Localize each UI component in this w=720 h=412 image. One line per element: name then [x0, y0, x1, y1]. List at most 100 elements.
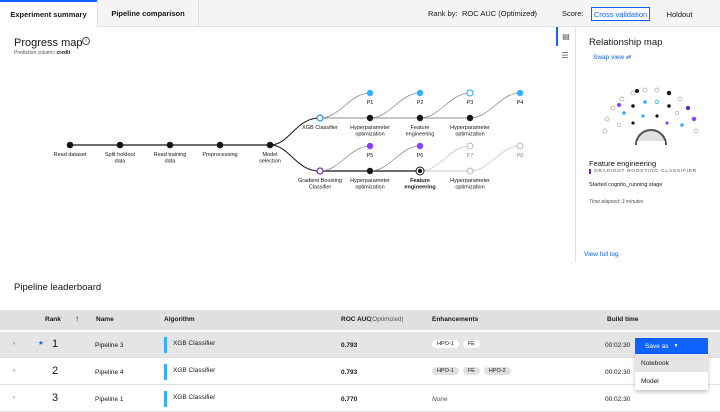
prediction-column-label: Prediction column:: [14, 50, 56, 56]
node-xgb-hpo1: [366, 114, 374, 122]
node-xgb: [316, 114, 324, 122]
step-node-split-holdout: [116, 141, 124, 149]
holdout-button[interactable]: Holdout: [666, 9, 693, 19]
step-label: Model selection: [259, 152, 281, 165]
time-elapsed: Time elapsed: 3 minutes: [589, 199, 644, 205]
row-rank: 3: [52, 392, 59, 404]
node-xgb-fe: [416, 114, 424, 122]
current-algorithm: GRADIENT BOOSTING CLASSIFIER: [589, 169, 697, 174]
pipeline-label: P6: [417, 153, 424, 159]
pipeline-label: P7: [467, 153, 474, 159]
tab-pipeline-comparison[interactable]: Pipeline comparison: [97, 0, 199, 27]
pipeline-label: P3: [467, 100, 474, 106]
stage-label-active: Feature engineering: [404, 178, 435, 191]
pipeline-node-p2: [416, 89, 424, 97]
swap-icon[interactable]: ⇄: [625, 54, 632, 61]
leaderboard-header: Rank ↑ Name Algorithm ROC AUC (Optimized…: [0, 310, 720, 330]
score-label: Score:: [562, 9, 584, 18]
row-name: Pipeline 1: [95, 396, 124, 403]
node-gbc-hpo2: [466, 167, 474, 175]
row-build-time: 00:02:30: [605, 369, 631, 376]
step-label: Split holdout data: [105, 152, 136, 165]
chevron-right-icon[interactable]: ›: [13, 394, 16, 401]
row-rank: 1: [52, 338, 59, 350]
leaderboard-title: Pipeline leaderboard: [14, 282, 102, 293]
stage-label: Feature engineering: [406, 125, 435, 138]
row-name: Pipeline 4: [95, 369, 124, 376]
column-algorithm: Algorithm: [164, 316, 195, 323]
node-xgb-hpo2: [466, 114, 474, 122]
pipeline-node-p6: [416, 142, 424, 150]
table-row[interactable]: › ★ 1 Pipeline 3 XGB Classifier 0.793 HP…: [0, 332, 720, 358]
relationship-map-title: Relationship map: [589, 37, 663, 48]
pipeline-label: P4: [517, 100, 524, 106]
chevron-right-icon[interactable]: ›: [13, 367, 16, 374]
enhancement-tag: HPO-1: [432, 367, 459, 375]
list-view-icon[interactable]: ☰: [561, 51, 569, 60]
save-as-menu: Notebook Model: [635, 354, 708, 390]
info-icon[interactable]: i: [82, 37, 90, 45]
stage-label: Hyperparameter optimization: [450, 125, 490, 138]
caret-down-icon[interactable]: ▼: [673, 343, 679, 349]
row-enhancements: HPO-1 FE HPO-2: [432, 367, 511, 375]
step-label: Read dataset: [54, 152, 87, 158]
relationship-map-panel: Relationship map Swap view ⇄: [575, 27, 720, 262]
prediction-column: Prediction column: credit: [14, 50, 70, 56]
row-algorithm: XGB Classifier: [164, 364, 215, 380]
column-rank[interactable]: Rank: [45, 316, 61, 323]
algorithm-label: Gradient Boosting Classifier: [298, 178, 342, 191]
step-label: Preprocessing: [202, 152, 237, 158]
swap-view-link[interactable]: Swap view ⇄: [593, 53, 631, 61]
pipeline-node-p1: [366, 89, 374, 97]
row-algorithm: XGB Classifier: [164, 391, 215, 407]
save-as-button[interactable]: Save as ▼: [635, 338, 708, 354]
row-enhancements-none: None: [432, 396, 448, 403]
enhancement-tag: HPO-1: [432, 340, 459, 348]
top-bar: Experiment summary Pipeline comparison R…: [0, 0, 720, 27]
progress-map-title: Progress map: [14, 37, 83, 49]
current-stage-title: Feature engineering: [589, 159, 657, 168]
relationship-map-chart: [602, 87, 699, 150]
prediction-column-value: credit: [56, 50, 71, 56]
view-full-log-link[interactable]: View full log: [584, 251, 619, 258]
node-gbc: [316, 167, 324, 175]
stage-status: Started cognito_running stage: [589, 182, 663, 188]
row-build-time: 00:02:30: [605, 396, 631, 403]
stage-label: Hyperparameter optimization: [350, 178, 390, 191]
table-row[interactable]: › 2 Pipeline 4 XGB Classifier 0.793 HPO-…: [0, 359, 720, 385]
node-gbc-hpo1: [366, 167, 374, 175]
progress-map-diagram: Read dataset Split holdout data Read trai…: [54, 89, 524, 191]
chevron-right-icon[interactable]: ›: [13, 340, 16, 347]
pipeline-node-p3: [466, 89, 474, 97]
step-node-preprocessing: [216, 141, 224, 149]
row-roc: 0.793: [341, 369, 358, 376]
algorithm-label: XGB Classifier: [302, 125, 338, 131]
pipeline-label: P8: [517, 153, 524, 159]
column-metric: ROC AUC: [341, 316, 372, 323]
row-rank: 2: [52, 365, 59, 377]
pipeline-label: P2: [417, 100, 424, 106]
row-enhancements: HPO-1 FE: [432, 340, 480, 348]
tab-experiment-summary[interactable]: Experiment summary: [0, 0, 97, 27]
menu-item-notebook[interactable]: Notebook: [635, 354, 708, 372]
step-node-read-dataset: [66, 141, 74, 149]
column-name: Name: [96, 316, 114, 323]
row-name: Pipeline 3: [95, 342, 124, 349]
rank-by-label: Rank by:: [428, 9, 458, 18]
step-node-read-training: [166, 141, 174, 149]
save-as-label[interactable]: Save as: [645, 342, 669, 350]
menu-item-model[interactable]: Model: [641, 377, 659, 385]
pipeline-node-p8: [516, 142, 524, 150]
table-view-icon[interactable]: ▤: [556, 27, 574, 46]
cross-validation-button[interactable]: Cross validation: [591, 7, 650, 21]
chevron-down-icon[interactable]: ⌄: [531, 9, 537, 16]
row-roc: 0.770: [341, 396, 358, 403]
swap-view-label[interactable]: Swap view: [593, 54, 625, 61]
enhancement-tag: FE: [462, 340, 480, 348]
column-build-time: Build time: [607, 316, 639, 323]
star-icon: ★: [38, 340, 44, 347]
pipeline-label: P5: [367, 153, 374, 159]
sort-arrow-icon[interactable]: ↑: [75, 314, 79, 323]
rank-by-dropdown[interactable]: ROC AUC (Optimized): [462, 9, 538, 18]
table-row[interactable]: › 3 Pipeline 1 XGB Classifier 0.770 None…: [0, 386, 720, 412]
